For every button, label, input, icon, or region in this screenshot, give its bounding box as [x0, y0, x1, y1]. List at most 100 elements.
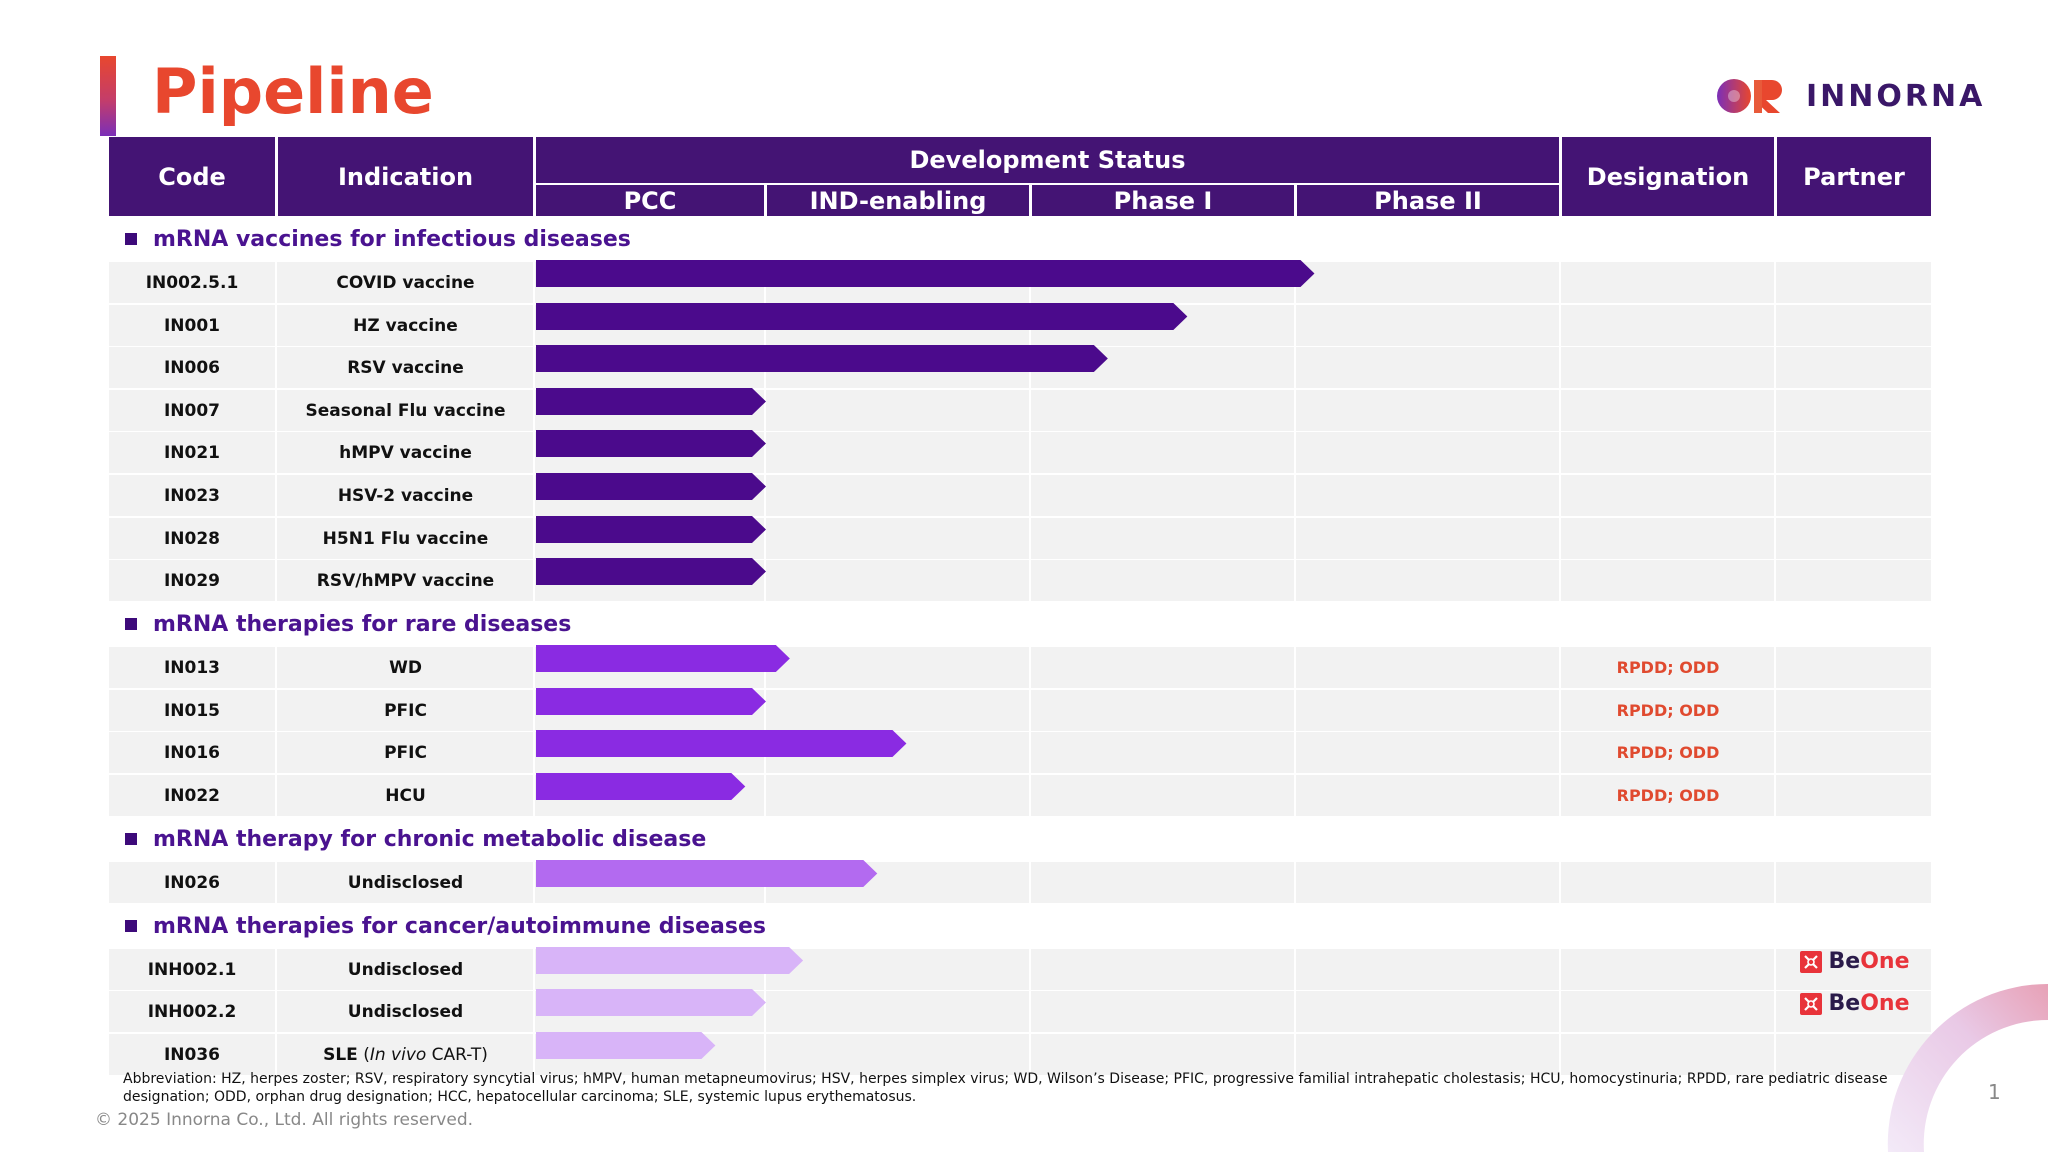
column-divider [1774, 560, 1776, 601]
column-divider [1559, 262, 1561, 303]
indication-text: Undisclosed [347, 872, 464, 893]
cell-designation: RPDD; ODD [1616, 743, 1720, 762]
column-divider [1559, 560, 1561, 601]
company-logo: INNORNA [1716, 74, 1985, 118]
cell-code: IN015 [163, 700, 221, 721]
indication-text: COVID vaccine [336, 272, 475, 293]
cell-indication: PFIC [278, 690, 533, 731]
column-divider [533, 518, 535, 559]
column-divider [1559, 518, 1561, 559]
column-divider [1774, 390, 1776, 431]
header-development-status: Development Status [536, 137, 1559, 183]
partner-logo: BeOne [1799, 991, 1910, 1016]
cell-code: IN022 [163, 785, 221, 806]
column-divider [533, 560, 535, 601]
column-divider [1029, 518, 1031, 559]
column-divider [533, 262, 535, 303]
cell-indication: COVID vaccine [278, 262, 533, 303]
column-divider [1774, 647, 1776, 688]
column-divider [764, 305, 766, 346]
column-divider [764, 347, 766, 388]
cell-indication: Undisclosed [278, 991, 533, 1032]
column-divider [1029, 775, 1031, 816]
cell-code: IN029 [163, 570, 221, 591]
cell-designation: RPDD; ODD [1616, 658, 1720, 677]
cell-indication: Undisclosed [278, 949, 533, 990]
column-divider [533, 390, 535, 431]
column-divider [1029, 949, 1031, 990]
company-name: INNORNA [1806, 78, 1986, 114]
column-divider [533, 1034, 535, 1075]
partner-name: BeOne [1828, 949, 1910, 974]
column-divider [1294, 390, 1296, 431]
column-divider [764, 518, 766, 559]
column-divider [764, 775, 766, 816]
column-divider [533, 862, 535, 903]
table-row: IN002.5.1 COVID vaccine [109, 262, 1931, 303]
header-code: Code [109, 137, 275, 216]
page-number: 1 [1988, 1080, 2001, 1104]
column-divider [1294, 732, 1296, 773]
column-divider [1029, 690, 1031, 731]
column-divider [1559, 862, 1561, 903]
table-row: IN023 HSV-2 vaccine [109, 475, 1931, 516]
indication-text: Undisclosed [347, 1001, 464, 1022]
table-row: IN013 WD RPDD; ODD [109, 647, 1931, 688]
indication-text: HZ vaccine [353, 315, 458, 336]
column-divider [275, 862, 277, 903]
column-divider [1294, 949, 1296, 990]
page-title: Pipeline [152, 55, 434, 128]
column-divider [764, 991, 766, 1032]
column-divider [1029, 1034, 1031, 1075]
column-divider [533, 305, 535, 346]
column-divider [533, 732, 535, 773]
column-divider [1294, 305, 1296, 346]
column-divider [275, 949, 277, 990]
column-divider [1559, 690, 1561, 731]
column-divider [1029, 262, 1031, 303]
innorna-logo-icon [1717, 79, 1782, 113]
column-divider [1029, 305, 1031, 346]
column-divider [1774, 347, 1776, 388]
cell-code: IN021 [163, 442, 221, 463]
column-divider [1294, 518, 1296, 559]
section-title: mRNA therapies for rare diseases [153, 611, 572, 637]
cell-code: IN013 [163, 657, 221, 678]
partner-logo: BeOne [1799, 949, 1910, 974]
column-divider [1029, 862, 1031, 903]
section-bullet-icon [125, 920, 137, 932]
partner-name: BeOne [1828, 991, 1910, 1016]
column-divider [533, 690, 535, 731]
column-divider [1559, 347, 1561, 388]
column-divider [1774, 518, 1776, 559]
column-divider [1294, 862, 1296, 903]
indication-text: Seasonal Flu vaccine [305, 400, 506, 421]
header-designation: Designation [1562, 137, 1774, 216]
table-row: IN016 PFIC RPDD; ODD [109, 732, 1931, 773]
header-phase-2: Phase II [1297, 185, 1559, 216]
column-divider [533, 991, 535, 1032]
column-divider [1294, 560, 1296, 601]
abbreviation-footnote: Abbreviation: HZ, herpes zoster; RSV, re… [123, 1071, 1888, 1105]
cell-designation: RPDD; ODD [1616, 786, 1720, 805]
column-divider [1029, 991, 1031, 1032]
column-divider [275, 991, 277, 1032]
column-divider [1559, 390, 1561, 431]
table-row: IN026 Undisclosed [109, 862, 1931, 903]
decorative-arc-icon [1887, 983, 2048, 1152]
column-divider [275, 432, 277, 473]
column-divider [275, 518, 277, 559]
column-divider [533, 475, 535, 516]
column-divider [1029, 475, 1031, 516]
column-divider [533, 949, 535, 990]
section-bullet-icon [125, 833, 137, 845]
cell-partner: BeOne [1777, 941, 1931, 982]
table-row: IN022 HCU RPDD; ODD [109, 775, 1931, 816]
column-divider [1774, 732, 1776, 773]
column-divider [275, 732, 277, 773]
column-divider [275, 305, 277, 346]
cell-code: INH002.2 [147, 1001, 237, 1022]
section-rare: mRNA therapies for rare diseases [125, 609, 571, 639]
cell-indication: H5N1 Flu vaccine [278, 518, 533, 559]
column-divider [1559, 647, 1561, 688]
